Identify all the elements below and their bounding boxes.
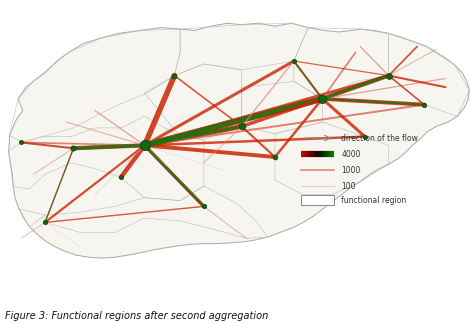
Point	[171, 73, 178, 78]
Point	[18, 140, 25, 145]
Text: Figure 3: Functional regions after second aggregation: Figure 3: Functional regions after secon…	[5, 311, 268, 321]
Point	[238, 124, 246, 129]
Point	[290, 58, 298, 64]
Point	[200, 204, 208, 209]
Text: 4000: 4000	[341, 150, 361, 159]
Point	[420, 102, 428, 107]
Point	[41, 220, 49, 225]
Point	[141, 143, 148, 148]
Bar	[301, 194, 334, 205]
Point	[271, 154, 279, 160]
Point	[117, 175, 125, 180]
Text: direction of the flow: direction of the flow	[341, 134, 418, 142]
Text: 100: 100	[341, 182, 356, 191]
Point	[385, 73, 392, 78]
Point	[70, 146, 77, 151]
Point	[361, 134, 369, 139]
Polygon shape	[9, 23, 469, 258]
Text: functional region: functional region	[341, 196, 407, 205]
Text: 1000: 1000	[341, 166, 361, 174]
Point	[319, 96, 326, 101]
